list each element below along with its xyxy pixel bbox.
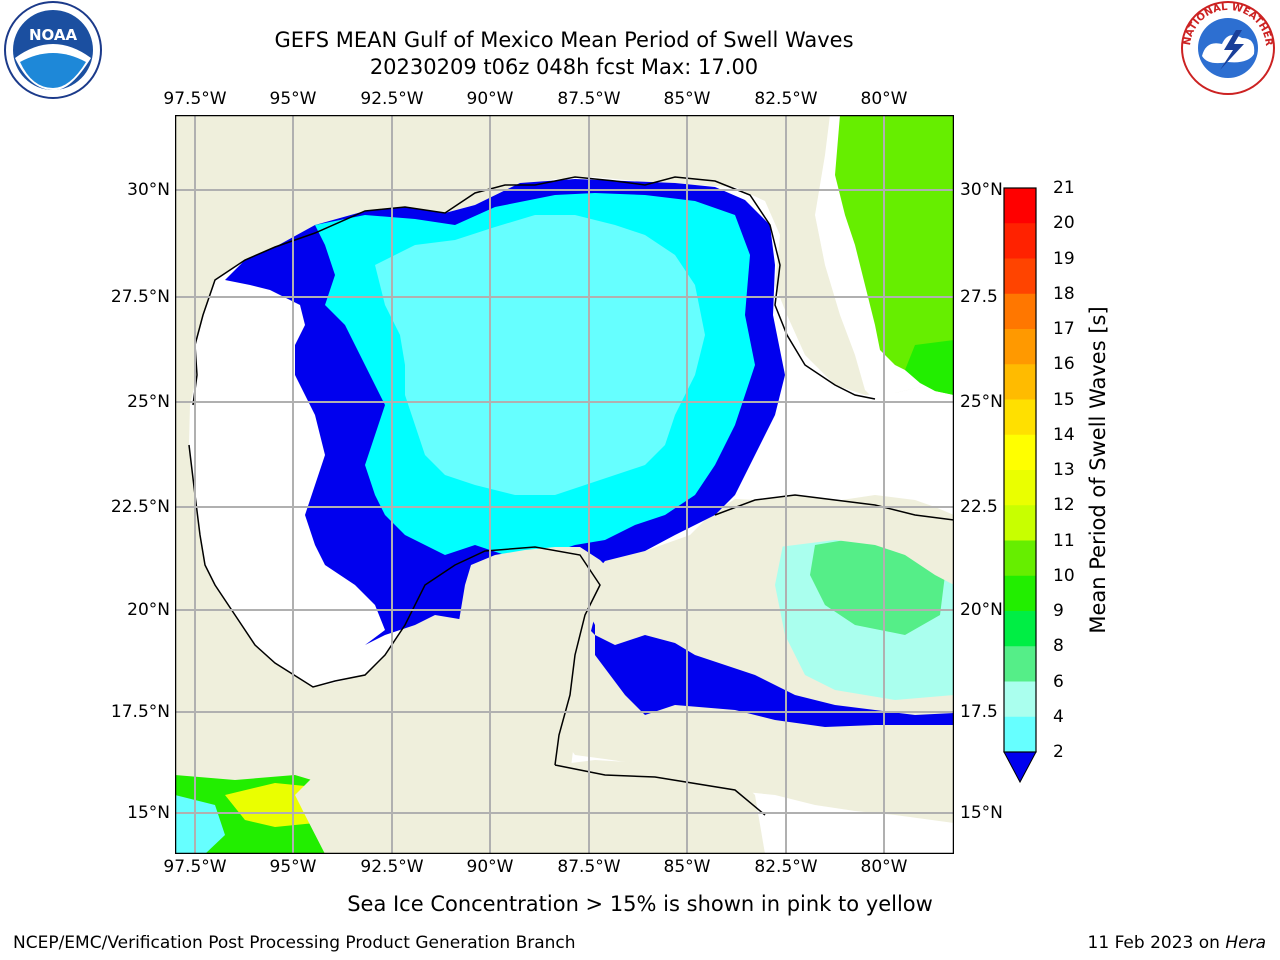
lon-label-top: 85°W bbox=[663, 89, 711, 109]
lat-label-right: 27.5 bbox=[960, 287, 998, 307]
colorbar-segment bbox=[1004, 434, 1036, 471]
colorbar-segment bbox=[1004, 258, 1036, 295]
nws-logo: NATIONAL WEATHER SERVICE bbox=[1178, 0, 1275, 95]
lat-label-left: 27.5°N bbox=[110, 287, 170, 307]
swell-light-cyan bbox=[375, 215, 705, 495]
noaa-logo: NOAA bbox=[4, 1, 102, 99]
lat-label-left: 17.5°N bbox=[110, 702, 170, 722]
lat-label-left: 22.5°N bbox=[110, 497, 170, 517]
lat-label-right: 15°N bbox=[960, 803, 1003, 823]
colorbar-tick-label: 15 bbox=[1053, 389, 1075, 410]
gulf-of-mexico-map bbox=[175, 115, 954, 854]
swell-green bbox=[835, 115, 954, 395]
graticule bbox=[175, 115, 954, 854]
colorbar-segment bbox=[1004, 364, 1036, 400]
coastline bbox=[188, 176, 954, 816]
lat-label-right: 20°N bbox=[960, 600, 1003, 620]
lon-label-top: 97.5°W bbox=[163, 89, 227, 109]
svg-text:NOAA: NOAA bbox=[29, 26, 78, 44]
colorbar-tick-label: 20 bbox=[1053, 213, 1075, 234]
colorbar-segment bbox=[1004, 293, 1036, 330]
map-frame bbox=[175, 115, 954, 854]
lon-label-bottom: 97.5°W bbox=[163, 857, 227, 877]
colorbar-tick-label: 17 bbox=[1053, 319, 1075, 339]
colorbar-tick-label: 12 bbox=[1053, 495, 1075, 516]
colorbar-segment bbox=[1004, 329, 1036, 365]
colorbar-tick-label: 4 bbox=[1053, 706, 1064, 727]
lat-label-left: 25°N bbox=[127, 392, 170, 412]
lat-label-right: 22.5 bbox=[960, 497, 998, 517]
colorbar-segment bbox=[1004, 575, 1036, 612]
swell-mid-green bbox=[905, 340, 954, 395]
land-central-america bbox=[555, 760, 765, 854]
colorbar-segment bbox=[1004, 470, 1036, 506]
lat-label-right: 30°N bbox=[960, 180, 1003, 200]
colorbar-segment bbox=[1004, 399, 1036, 436]
colorbar-segment bbox=[1004, 505, 1036, 541]
colorbar-segment bbox=[1004, 716, 1036, 753]
lat-label-left: 20°N bbox=[127, 600, 170, 620]
colorbar-tick-label: 11 bbox=[1053, 530, 1075, 551]
lon-label-bottom: 95°W bbox=[269, 857, 317, 877]
lon-label-bottom: 80°W bbox=[860, 857, 908, 877]
colorbar-label: Mean Period of Swell Waves [s] bbox=[1086, 306, 1110, 634]
map-title: GEFS MEAN Gulf of Mexico Mean Period of … bbox=[274, 28, 854, 52]
colorbar-extend-triangle bbox=[1003, 751, 1037, 784]
colorbar-segment bbox=[1004, 188, 1036, 224]
colorbar-segment bbox=[1004, 646, 1036, 682]
colorbar-tick-label: 2 bbox=[1053, 742, 1064, 762]
colorbar-tick-label: 6 bbox=[1053, 671, 1064, 692]
sea-ice-note: Sea Ice Concentration > 15% is shown in … bbox=[347, 892, 933, 916]
colorbar-segment bbox=[1004, 540, 1036, 577]
colorbar-frame bbox=[1003, 187, 1037, 753]
colorbar-tick-label: 18 bbox=[1053, 283, 1075, 304]
colorbar-segment bbox=[1004, 681, 1036, 718]
lon-label-top: 92.5°W bbox=[360, 89, 424, 109]
lon-label-top: 82.5°W bbox=[754, 89, 818, 109]
lon-label-top: 90°W bbox=[466, 89, 514, 109]
lon-label-bottom: 92.5°W bbox=[360, 857, 424, 877]
footer-host: Hera bbox=[1225, 933, 1266, 953]
footer-left: NCEP/EMC/Verification Post Processing Pr… bbox=[13, 933, 576, 953]
lon-label-top: 87.5°W bbox=[557, 89, 621, 109]
colorbar-tick-label: 19 bbox=[1053, 248, 1075, 269]
colorbar-segment bbox=[1004, 611, 1036, 647]
colorbar-tick-label: 13 bbox=[1053, 460, 1075, 480]
colorbar-tick-label: 10 bbox=[1053, 565, 1075, 586]
colorbar bbox=[1003, 187, 1037, 784]
lon-label-bottom: 85°W bbox=[663, 857, 711, 877]
colorbar-tick-label: 14 bbox=[1053, 424, 1075, 445]
lat-label-left: 15°N bbox=[127, 803, 170, 823]
lat-label-right: 17.5 bbox=[960, 702, 998, 722]
colorbar-tick-label: 8 bbox=[1053, 636, 1064, 657]
land-yucatan bbox=[295, 547, 615, 854]
lon-label-top: 80°W bbox=[860, 89, 908, 109]
colorbar-tick-label: 21 bbox=[1053, 178, 1075, 198]
swell-pacific-cyan bbox=[175, 795, 225, 854]
footer-date: 11 Feb 2023 on bbox=[1087, 933, 1226, 953]
colorbar-tick-label: 9 bbox=[1053, 601, 1064, 621]
colorbar-tick-label: 16 bbox=[1053, 354, 1075, 375]
land-cuba bbox=[715, 495, 954, 585]
lat-label-right: 25°N bbox=[960, 392, 1003, 412]
lon-label-bottom: 87.5°W bbox=[557, 857, 621, 877]
map-subtitle: 20230209 t06z 048h fcst Max: 17.00 bbox=[369, 55, 759, 79]
colorbar-segment bbox=[1004, 223, 1036, 259]
lat-label-left: 30°N bbox=[127, 180, 170, 200]
lon-label-bottom: 90°W bbox=[466, 857, 514, 877]
lon-label-bottom: 82.5°W bbox=[754, 857, 818, 877]
lon-label-top: 95°W bbox=[269, 89, 317, 109]
footer-right: 11 Feb 2023 on Hera bbox=[1088, 933, 1266, 953]
